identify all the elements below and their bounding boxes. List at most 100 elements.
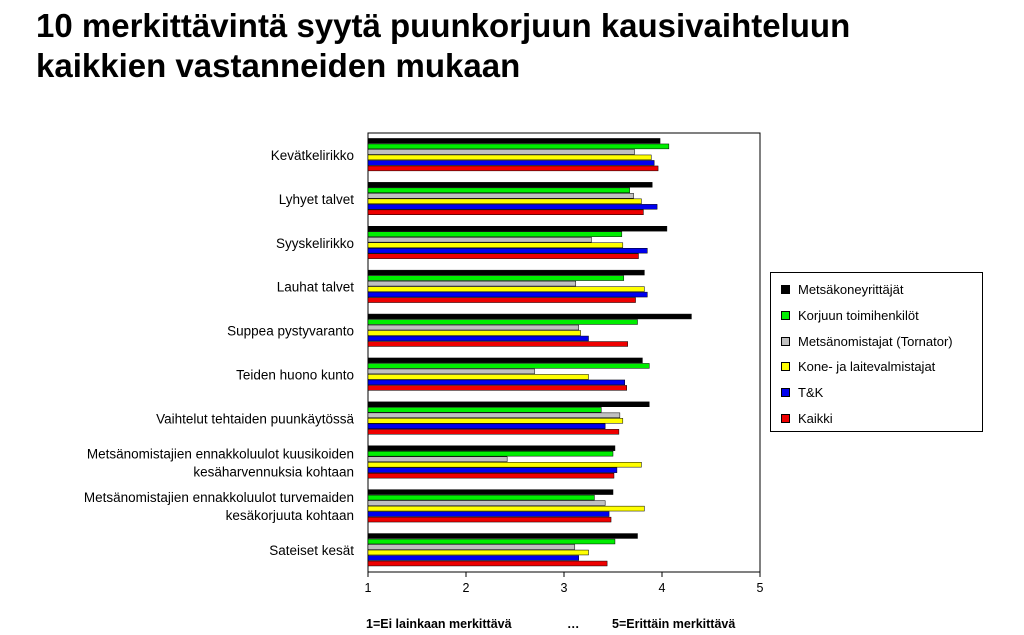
bar-9-series-6 (367, 516, 612, 523)
legend-swatch-6 (781, 413, 790, 423)
bar-6-series-2 (367, 363, 650, 369)
bar-8-series-1 (367, 445, 616, 451)
x-tick-label-3: 3 (561, 581, 568, 595)
bar-5-series-2 (367, 319, 638, 325)
bar-4-series-2 (367, 275, 625, 281)
legend-item-1: Metsäkoneyrittäjät (771, 277, 982, 303)
bar-7-series-1 (367, 401, 650, 408)
bar-4-series-6 (367, 297, 636, 303)
bar-3-series-2 (367, 231, 623, 237)
bar-1-series-2 (367, 143, 670, 150)
bar-3-series-5 (367, 248, 648, 254)
bar-9-series-1 (367, 489, 614, 495)
bar-2-series-1 (367, 182, 653, 188)
legend-swatch-5 (781, 388, 790, 398)
bar-2-series-4 (367, 198, 642, 205)
bar-10-series-1 (367, 533, 638, 539)
legend-swatch-4 (781, 362, 790, 372)
category-label-6: Teiden huono kunto (236, 367, 354, 382)
bar-7-series-5 (367, 423, 606, 430)
legend-label-3: Metsänomistajat (Tornator) (798, 333, 953, 349)
bar-6-series-1 (367, 357, 643, 364)
chart-title-line-2: kaikkien vastanneiden mukaan (36, 47, 521, 84)
category-label-8-line-2: kesäharvennuksia kohtaan (193, 464, 354, 479)
scale-note-ellipsis: … (567, 617, 580, 631)
category-label-3: Syyskelirikko (276, 236, 354, 251)
bar-3-series-3 (367, 237, 592, 243)
bar-6-series-3 (367, 368, 535, 375)
legend-item-5: T&K (771, 380, 982, 406)
bar-7-series-2 (367, 407, 602, 413)
bar-1-series-1 (367, 138, 661, 144)
category-label-5: Suppea pystyvaranto (227, 324, 354, 339)
bar-9-series-2 (367, 494, 595, 501)
category-label-10: Sateiset kesät (269, 543, 354, 558)
bar-4-series-5 (367, 291, 648, 298)
legend-label-2: Korjuun toimihenkilöt (798, 308, 919, 324)
legend-item-6: Kaikki (771, 405, 982, 431)
bar-2-series-5 (367, 204, 658, 210)
bar-4-series-1 (367, 269, 645, 276)
bar-3-series-6 (367, 253, 639, 259)
chart-title-line-1: 10 merkittävintä syytä puunkorjuun kausi… (36, 7, 851, 44)
bar-5-series-4 (367, 330, 581, 336)
bar-9-series-5 (367, 511, 610, 517)
bar-1-series-3 (367, 149, 635, 155)
bar-5-series-3 (367, 324, 579, 331)
bar-5-series-6 (367, 341, 628, 347)
bar-6-series-4 (367, 374, 589, 380)
category-label-8-line-1: Metsänomistajien ennakkoluulot kuusikoid… (87, 446, 354, 461)
bar-6-series-5 (367, 379, 626, 386)
bar-9-series-4 (367, 505, 645, 512)
bar-4-series-4 (367, 286, 645, 292)
category-label-2: Lyhyet talvet (279, 192, 355, 207)
legend-label-5: T&K (798, 385, 824, 401)
chart-legend: Metsäkoneyrittäjät Korjuun toimihenkilöt M… (770, 272, 983, 432)
bar-4-series-3 (367, 280, 577, 287)
bar-6-series-6 (367, 385, 627, 391)
legend-label-6: Kaikki (798, 410, 833, 426)
scale-note-high: 5=Erittäin merkittävä (612, 617, 736, 631)
category-label-9-line-2: kesäkorjuuta kohtaan (226, 508, 354, 523)
x-tick-label-5: 5 (757, 581, 764, 595)
bar-10-series-5 (367, 555, 579, 561)
bar-8-series-5 (367, 467, 618, 473)
bar-8-series-2 (367, 451, 614, 457)
x-tick-label-4: 4 (659, 581, 666, 595)
category-label-9-line-1: Metsänomistajien ennakkoluulot turvemaid… (84, 490, 354, 505)
bar-3-series-1 (367, 226, 668, 232)
bar-10-series-3 (367, 544, 576, 550)
bar-1-series-6 (367, 165, 659, 172)
bar-1-series-5 (367, 160, 655, 166)
category-label-4: Lauhat talvet (277, 280, 355, 295)
legend-item-4: Kone- ja laitevalmistajat (771, 354, 982, 380)
legend-swatch-3 (781, 336, 790, 346)
scale-note-low: 1=Ei lainkaan merkittävä (366, 617, 512, 631)
bar-9-series-3 (367, 500, 606, 506)
bar-10-series-6 (367, 560, 608, 567)
x-tick-label-1: 1 (365, 581, 372, 595)
bar-2-series-6 (367, 209, 644, 216)
bar-2-series-2 (367, 187, 630, 194)
bar-2-series-3 (367, 193, 634, 199)
chart-title: 10 merkittävintä syytä puunkorjuun kausi… (36, 6, 850, 86)
legend-label-4: Kone- ja laitevalmistajat (798, 359, 936, 375)
bar-8-series-4 (367, 462, 642, 468)
bar-7-series-6 (367, 429, 620, 435)
category-label-1: Kevätkelirikko (271, 148, 354, 163)
x-tick-label-2: 2 (463, 581, 470, 595)
bar-1-series-4 (367, 154, 652, 161)
legend-swatch-1 (781, 285, 790, 295)
bar-8-series-3 (367, 456, 508, 462)
legend-item-2: Korjuun toimihenkilöt (771, 303, 982, 329)
bar-5-series-1 (367, 313, 692, 320)
bar-3-series-4 (367, 242, 624, 248)
bar-10-series-2 (367, 538, 616, 545)
category-label-7: Vaihtelut tehtaiden puunkäytössä (156, 411, 354, 426)
bar-7-series-3 (367, 412, 621, 419)
legend-swatch-2 (781, 311, 790, 321)
legend-item-3: Metsänomistajat (Tornator) (771, 328, 982, 354)
bar-8-series-6 (367, 473, 615, 479)
bar-7-series-4 (367, 418, 624, 424)
